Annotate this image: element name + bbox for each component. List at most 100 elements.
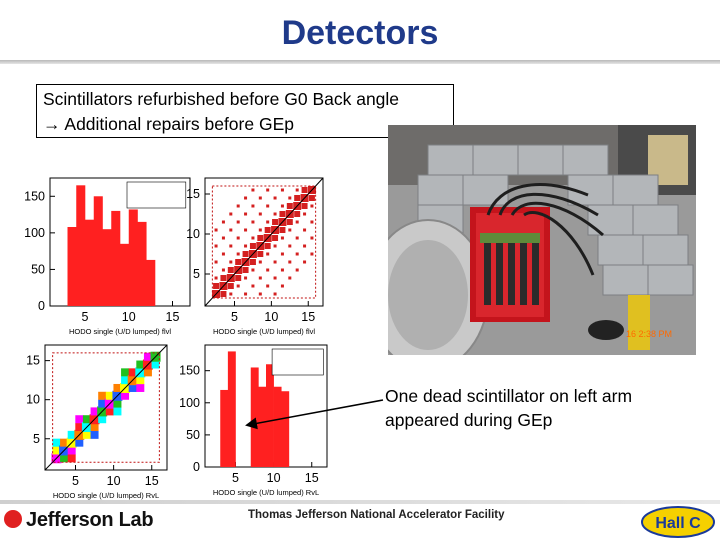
corr-cell (113, 399, 122, 408)
corr-cell (221, 220, 225, 224)
hist-bar (266, 364, 274, 467)
y-tick-label: 150 (179, 364, 200, 378)
corr-cell (128, 368, 137, 377)
hist-bar (102, 229, 112, 306)
hist-bar (250, 367, 259, 467)
y-tick-label: 100 (179, 396, 200, 410)
corr-cell (229, 228, 233, 232)
corr-cell (60, 454, 69, 463)
logo-text: Jefferson Lab (26, 509, 154, 531)
title-divider (0, 60, 720, 64)
corr-cell (82, 415, 91, 424)
corr-cell (98, 391, 107, 400)
y-tick-label: 5 (33, 432, 40, 446)
corr-cell (258, 292, 262, 296)
y-tick-label: 10 (26, 393, 40, 407)
corr-cell (288, 228, 292, 232)
corr-cell (303, 212, 307, 216)
corr-cell (143, 352, 152, 361)
corr-cell (221, 268, 225, 272)
y-tick-label: 0 (38, 299, 45, 313)
y-tick-label: 15 (186, 187, 200, 201)
corr-cell (288, 260, 292, 264)
callout-line-2: → Additional repairs before GEp (43, 114, 294, 134)
corr-cell (52, 438, 61, 447)
corr-cell (249, 259, 256, 265)
corr-cell (214, 244, 218, 248)
y-tick-label: 50 (186, 428, 200, 442)
hist-bar (128, 209, 138, 306)
hist-bar (273, 386, 282, 467)
corr-cell (236, 220, 240, 224)
corr-cell (113, 407, 122, 416)
corr-cell (229, 244, 233, 248)
corr-cell (295, 268, 299, 272)
hall-c-logo: Hall C (641, 506, 715, 538)
corr-cell (242, 267, 249, 273)
stats-box (271, 348, 324, 376)
x-tick-label: 10 (122, 310, 136, 324)
diagonal-line (44, 344, 168, 471)
corr-cell (295, 236, 299, 240)
corr-cell (266, 220, 270, 224)
corr-cell (136, 360, 145, 369)
corr-cell (258, 260, 262, 264)
corr-cell (136, 383, 145, 392)
corr-cell (272, 235, 279, 241)
svg-text:16 2:38 PM: 16 2:38 PM (626, 329, 672, 339)
corr-cell (221, 252, 225, 256)
x-tick-label: 5 (231, 310, 238, 324)
hist-bar (111, 210, 121, 306)
corr-cell (90, 423, 99, 432)
detector-photo: 16 2:38 PM (388, 125, 696, 355)
corr-cell (303, 260, 307, 264)
corr-cell (214, 260, 218, 264)
corr-cell (295, 252, 299, 256)
corr-cell (221, 236, 225, 240)
corr-cell (273, 244, 277, 248)
corr-cell (244, 244, 248, 248)
corr-cell (279, 227, 286, 233)
corr-cell (235, 259, 242, 265)
corr-cell (214, 276, 218, 280)
annotation-arrow (245, 399, 384, 430)
corr-cell (303, 244, 307, 248)
corr-cell (301, 187, 308, 193)
corr-cell (244, 292, 248, 296)
corr-cell (310, 204, 314, 208)
corr-cell (136, 376, 145, 385)
corr-cell (75, 423, 84, 432)
y-tick-label: 150 (24, 189, 45, 203)
jlab-mark-icon (4, 510, 22, 528)
stats-box (126, 181, 187, 209)
hist-bar (220, 389, 229, 467)
x-axis-label: HODO single (U/D lumped) RvL (53, 491, 159, 500)
corr-cell (227, 267, 234, 273)
corr-cell (266, 188, 270, 192)
corr-cell (288, 196, 292, 200)
corr-cell (52, 446, 61, 455)
corr-cell (273, 196, 277, 200)
corr-cell (266, 268, 270, 272)
footer-divider (0, 500, 720, 504)
hist-bar (93, 196, 103, 306)
hist-bar (67, 227, 77, 306)
hist-bar (76, 185, 86, 306)
corr-cell (280, 204, 284, 208)
corr-cell (236, 204, 240, 208)
corr-cell (220, 275, 227, 281)
corr-cell (294, 195, 301, 201)
corr-cell (229, 260, 233, 264)
corr-cell (280, 268, 284, 272)
x-tick-label: 15 (166, 310, 180, 324)
x-tick-label: 5 (82, 310, 89, 324)
x-axis-label: HODO single (U/D lumped) flvl (69, 327, 171, 336)
corr-cell (67, 446, 76, 455)
x-tick-label: 15 (145, 474, 159, 488)
y-tick-label: 10 (186, 227, 200, 241)
y-tick-label: 5 (193, 267, 200, 281)
callout-box: Scintillators refurbished before G0 Back… (36, 84, 454, 138)
corr-cell (121, 368, 130, 377)
x-tick-label: 10 (107, 474, 121, 488)
corr-cell (90, 407, 99, 416)
